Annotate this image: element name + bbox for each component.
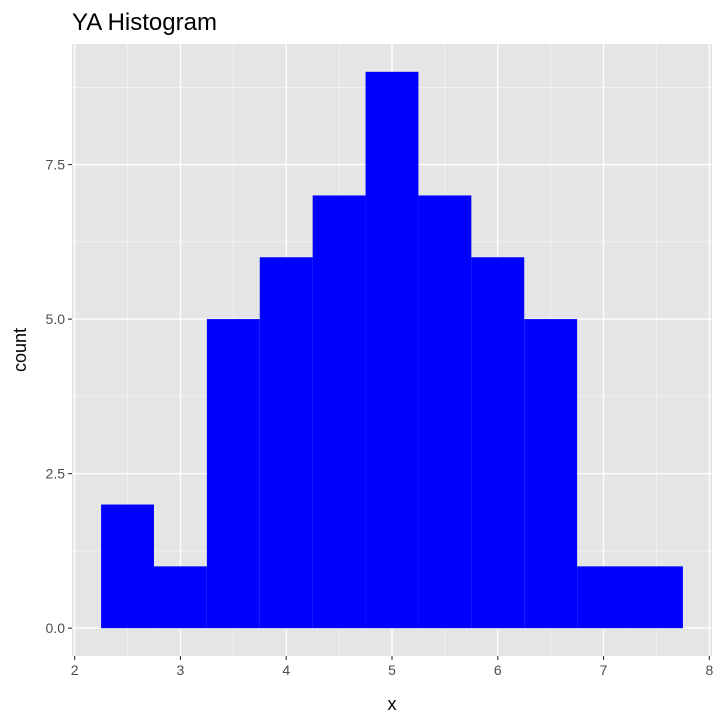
x-tick-label: 3 <box>177 662 185 678</box>
histogram-bar <box>101 504 154 629</box>
histogram-bar <box>577 566 631 629</box>
x-axis: 2 3 4 5 6 7 8 <box>71 656 713 678</box>
chart-title: YA Histogram <box>72 9 217 36</box>
y-tick-label: 2.5 <box>46 466 66 482</box>
y-tick-label: 0.0 <box>46 620 66 636</box>
y-tick-label: 5.0 <box>46 311 66 327</box>
x-tick-label: 6 <box>494 662 502 678</box>
histogram-bar <box>259 257 313 629</box>
histogram-bar <box>630 566 683 629</box>
x-tick-label: 2 <box>71 662 79 678</box>
histogram-bar <box>418 195 472 629</box>
x-tick-label: 5 <box>388 662 396 678</box>
y-tick-label: 7.5 <box>46 157 66 173</box>
histogram-bar <box>365 71 419 629</box>
histogram-bar <box>312 195 366 629</box>
histogram-bar <box>153 566 207 629</box>
histogram-bar <box>206 319 260 629</box>
histogram-bar <box>471 257 525 629</box>
y-axis-title: count <box>10 328 30 372</box>
y-axis: 0.0 2.5 5.0 7.5 <box>46 157 72 636</box>
x-tick-label: 8 <box>705 662 713 678</box>
x-tick-label: 7 <box>600 662 608 678</box>
histogram-bars <box>101 71 683 629</box>
x-axis-title: x <box>388 694 397 714</box>
histogram-bar <box>524 319 578 629</box>
x-tick-label: 4 <box>282 662 290 678</box>
